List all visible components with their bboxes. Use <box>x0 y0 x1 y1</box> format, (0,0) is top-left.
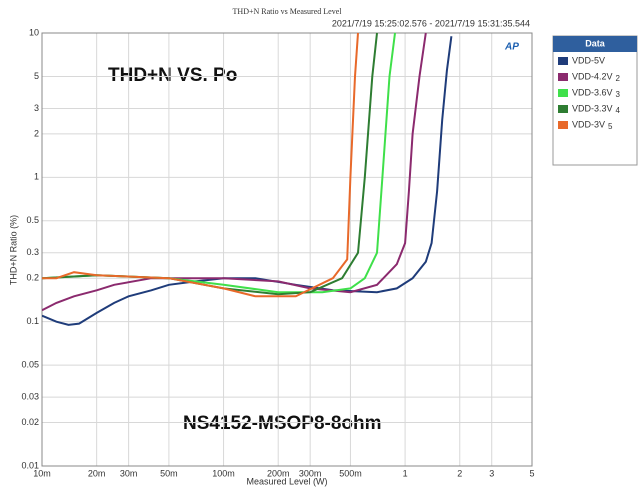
y-tick-label: 2 <box>34 128 39 138</box>
x-tick-label: 1 <box>403 468 408 478</box>
annotation: NS4152-MSOP8-8ohm <box>183 413 382 434</box>
y-tick-label: 0.2 <box>26 273 39 283</box>
x-tick-label: 10m <box>33 468 51 478</box>
y-tick-label: 0.3 <box>26 247 39 257</box>
legend-label: VDD-3V <box>572 119 605 129</box>
x-tick-label: 5 <box>529 468 534 478</box>
logo: AP <box>504 42 519 53</box>
x-tick-label: 50m <box>160 468 178 478</box>
y-tick-label: 5 <box>34 71 39 81</box>
y-tick-label: 0.5 <box>26 215 39 225</box>
legend-label: VDD-4.2V <box>572 71 613 81</box>
legend-index: 5 <box>608 122 613 131</box>
legend-swatch <box>558 57 568 65</box>
chart-subtitle: 2021/7/19 15:25:02.576 - 2021/7/19 15:31… <box>332 18 530 28</box>
legend-swatch <box>558 105 568 113</box>
legend-index: 4 <box>616 106 621 115</box>
x-tick-label: 20m <box>88 468 106 478</box>
y-tick-label: 0.02 <box>21 417 39 427</box>
y-tick-label: 10 <box>29 27 39 37</box>
legend-swatch <box>558 73 568 81</box>
series-line <box>42 32 359 298</box>
x-tick-label: 500m <box>339 468 362 478</box>
y-tick-label: 3 <box>34 103 39 113</box>
legend-swatch <box>558 89 568 97</box>
y-tick-label: 1 <box>34 172 39 182</box>
legend-label: VDD-3.3V <box>572 103 613 113</box>
legend-index: 3 <box>616 90 621 99</box>
legend-swatch <box>558 121 568 129</box>
x-tick-label: 2 <box>457 468 462 478</box>
x-tick-label: 30m <box>120 468 138 478</box>
series-line <box>42 32 427 312</box>
x-axis-label: Measured Level (W) <box>246 476 327 486</box>
y-axis-label: THD+N Ratio (%) <box>8 215 18 285</box>
legend-title: Data <box>585 38 606 48</box>
legend-label: VDD-3.6V <box>572 87 613 97</box>
legend-header <box>553 36 637 52</box>
x-tick-label: 200m <box>267 468 290 478</box>
legend-index: 2 <box>616 74 621 83</box>
y-tick-label: 0.1 <box>26 316 39 326</box>
x-tick-label: 300m <box>299 468 322 478</box>
series-line <box>42 36 453 326</box>
plot-frame <box>41 32 533 467</box>
x-tick-label: 3 <box>489 468 494 478</box>
x-tick-label: 100m <box>212 468 235 478</box>
y-tick-label: 0.01 <box>21 460 39 470</box>
y-tick-label: 0.03 <box>21 392 39 402</box>
legend-label: VDD-5V <box>572 55 605 65</box>
y-tick-label: 0.05 <box>21 359 39 369</box>
chart-title: THD+N Ratio vs Measured Level <box>233 7 343 16</box>
annotation: THD+N VS. Po <box>108 65 237 86</box>
